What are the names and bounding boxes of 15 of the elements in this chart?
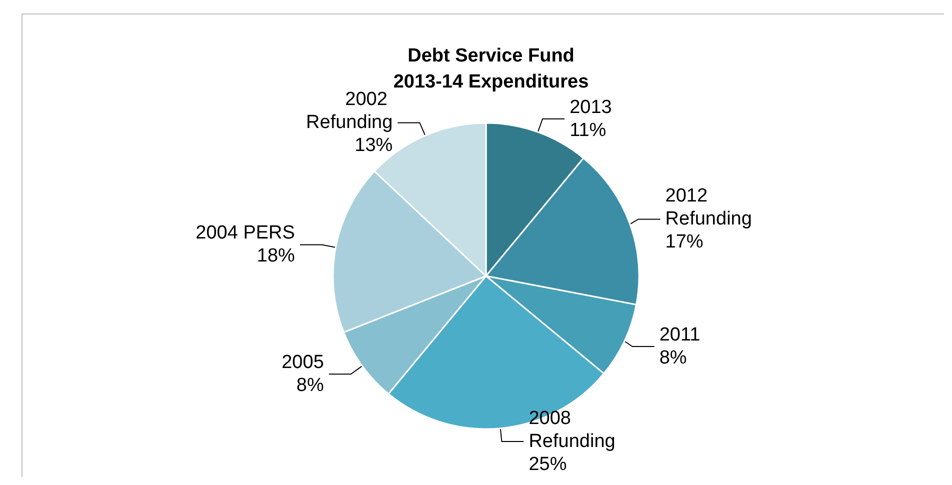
data-label: 8% [296,375,324,396]
slice-label: 2004 PERS [196,222,295,244]
slice-label: 2008 Refunding [528,408,616,452]
data-label: 11% [570,120,606,141]
slice-label: 2012 Refunding [665,186,752,230]
chart-title: Debt Service Fund 2013-14 Expenditures [393,46,589,92]
data-label: 13% [354,135,393,156]
slice-label: 2005 [282,352,324,374]
slice-label: 2013 [570,96,612,118]
data-label: 8% [659,348,687,369]
slice-label: 2002 Refunding [306,89,393,134]
data-label: 17% [665,232,704,253]
data-label: 25% [528,454,567,475]
slice-label: 2011 [659,324,700,346]
data-label: 18% [256,246,296,267]
